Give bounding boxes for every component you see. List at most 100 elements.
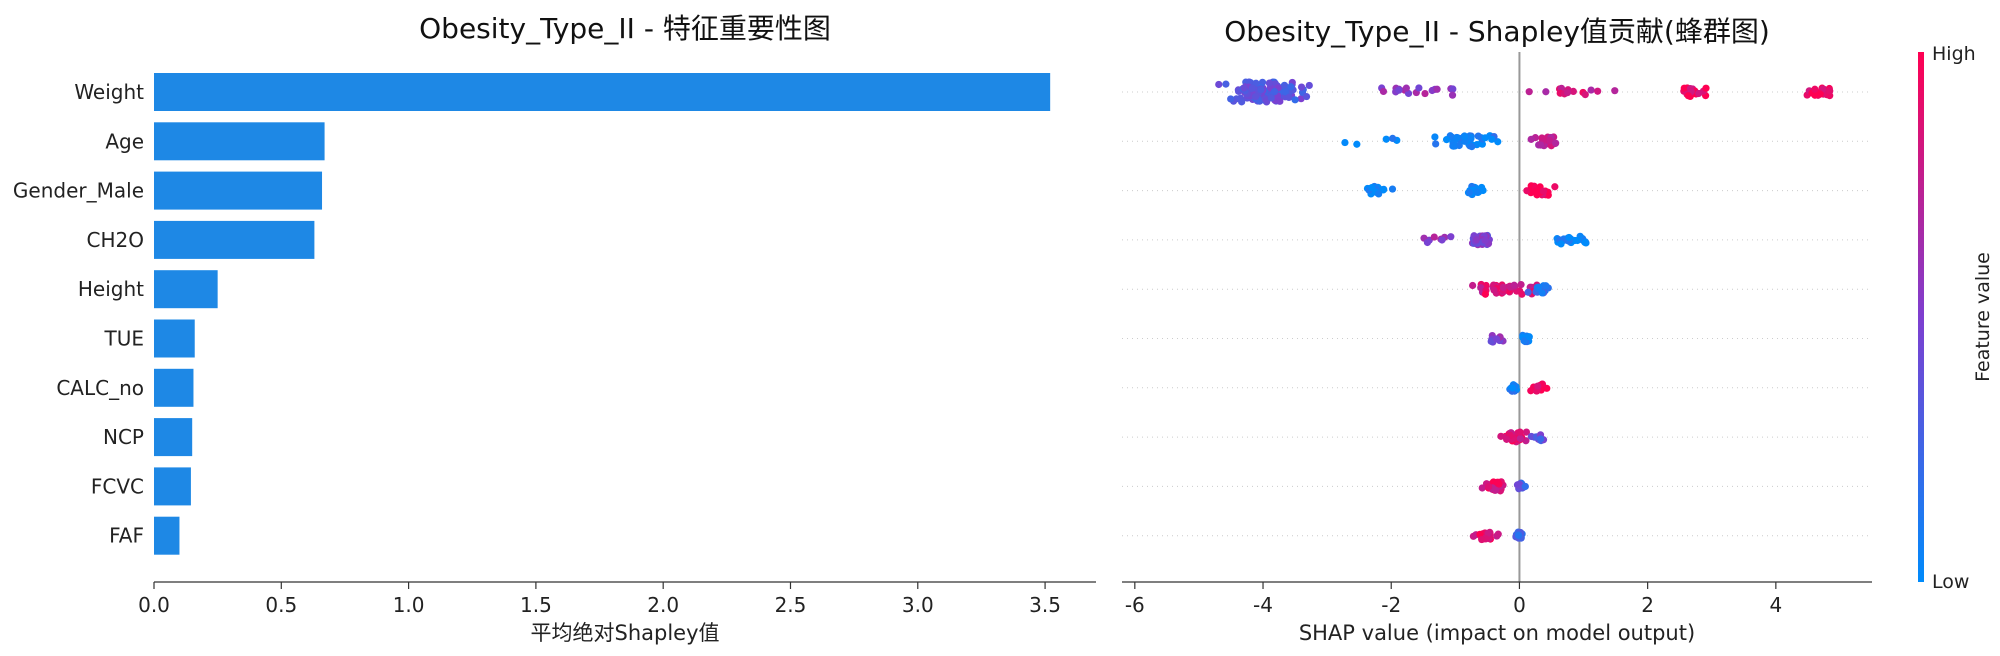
shap-point-age (1537, 141, 1545, 149)
shap-point-age (1442, 136, 1451, 144)
shap-point-ncp (1522, 428, 1531, 436)
shap-point-height (1524, 288, 1532, 296)
shap-point-weight (1433, 85, 1441, 93)
shap-point-height (1499, 283, 1507, 291)
shap-point-ch2o (1430, 233, 1438, 241)
shap-point-tue (1520, 337, 1528, 345)
shap-point-weight (1291, 96, 1299, 104)
shap-point-age (1552, 139, 1560, 147)
shap-point-weight (1265, 79, 1273, 87)
shap-point-weight (1287, 83, 1295, 91)
x-tick-label: 3.5 (1029, 593, 1061, 617)
shap-point-ch2o (1557, 240, 1565, 248)
bar-weight (154, 73, 1051, 111)
bar-ncp (154, 418, 193, 457)
x-tick-label: 3.0 (902, 593, 934, 617)
y-tick-label: FAF (109, 524, 144, 548)
shap-point-gender-male (1532, 187, 1540, 195)
shap-point-ch2o (1573, 236, 1582, 245)
shap-point-ncp (1516, 428, 1524, 436)
shap-point-gender-male (1465, 188, 1474, 197)
x-tick-label: 2 (1641, 593, 1654, 617)
shap-point-ch2o (1423, 238, 1432, 247)
y-tick-label: FCVC (91, 474, 144, 498)
shap-point-ncp (1497, 432, 1505, 440)
x-tick-label: 0 (1513, 593, 1526, 617)
shap-point-gender-male (1544, 191, 1552, 199)
shap-point-ch2o (1438, 236, 1446, 244)
shap-point-age (1546, 136, 1554, 145)
left-bars-group (154, 73, 1051, 555)
colorbar-gradient (1918, 52, 1924, 582)
right-x-axis-label: SHAP value (impact on model output) (1299, 621, 1695, 645)
shap-point-weight (1302, 92, 1311, 101)
shap-point-weight (1251, 93, 1260, 101)
bar-ch2o (154, 220, 315, 259)
left-y-tick-labels: Weight Age Gender_Male CH2O Height TUE CALC_no… (13, 80, 144, 548)
bar-faf (154, 516, 180, 555)
shap-point-height (1510, 281, 1518, 289)
beeswarm-points (1215, 78, 1834, 544)
left-x-axis-label: 平均绝对Shapley值 (530, 621, 719, 645)
shap-point-weight (1684, 92, 1692, 100)
shap-point-weight (1811, 85, 1819, 93)
bar-height (154, 270, 218, 309)
shap-point-faf (1484, 529, 1492, 537)
shap-point-ncp (1516, 434, 1524, 443)
x-tick-label: -4 (1253, 593, 1273, 617)
shap-point-weight (1240, 84, 1248, 92)
shap-point-weight (1285, 93, 1293, 102)
shap-point-weight (1812, 91, 1820, 99)
shap-point-weight (1297, 95, 1305, 103)
bar-gender-male (154, 171, 323, 210)
shap-point-ch2o (1447, 233, 1455, 241)
shap-point-height (1469, 281, 1477, 290)
shap-point-tue (1492, 335, 1501, 343)
shap-point-gender-male (1368, 184, 1376, 192)
shap-point-weight (1215, 80, 1223, 89)
shap-point-fcvc (1485, 483, 1493, 491)
shap-point-weight (1421, 89, 1429, 98)
shap-point-calc-no (1534, 382, 1542, 390)
colorbar-high-label: High (1932, 43, 1976, 65)
shap-point-weight (1276, 97, 1284, 105)
y-tick-label: TUE (104, 327, 145, 351)
shap-point-weight (1281, 82, 1289, 90)
shap-point-height (1517, 281, 1525, 289)
shap-point-age (1389, 134, 1397, 142)
shap-point-ch2o (1581, 238, 1589, 247)
shap-point-gender-male (1551, 183, 1559, 191)
shap-point-weight (1581, 91, 1589, 99)
shap-point-weight (1379, 87, 1388, 96)
left-x-ticks: 0.0 0.5 1.0 1.5 2.0 2.5 3.0 3.5 (138, 582, 1061, 617)
colorbar: High Low Feature value (1918, 43, 1994, 593)
bar-tue (154, 319, 195, 358)
right-x-ticks: -6 -4 -2 0 2 4 (1125, 582, 1782, 617)
x-tick-label: 1.0 (393, 593, 425, 617)
y-tick-label: Weight (74, 80, 144, 104)
shap-point-faf (1514, 531, 1523, 539)
x-tick-label: 1.5 (520, 593, 552, 617)
shap-point-faf (1478, 535, 1486, 544)
shap-point-ncp (1537, 435, 1545, 443)
y-tick-label: Height (78, 277, 144, 301)
shap-point-fcvc (1521, 482, 1529, 491)
shap-point-weight (1449, 85, 1457, 93)
shap-point-gender-male (1388, 185, 1397, 193)
shap-point-weight (1525, 88, 1533, 96)
colorbar-low-label: Low (1932, 571, 1969, 593)
shap-point-age (1353, 140, 1361, 148)
shap-point-weight (1395, 86, 1403, 94)
shap-point-weight (1611, 87, 1619, 95)
shap-point-age (1488, 135, 1496, 143)
shap-point-weight (1248, 84, 1256, 92)
shap-point-weight (1695, 89, 1703, 98)
shap-point-age (1432, 140, 1440, 148)
x-tick-label: -2 (1381, 593, 1401, 617)
right-row-guides (1122, 91, 1872, 537)
shap-point-weight (1448, 91, 1457, 99)
shap-point-age (1461, 133, 1469, 141)
x-tick-label: 2.5 (775, 593, 807, 617)
bar-fcvc (154, 467, 191, 506)
